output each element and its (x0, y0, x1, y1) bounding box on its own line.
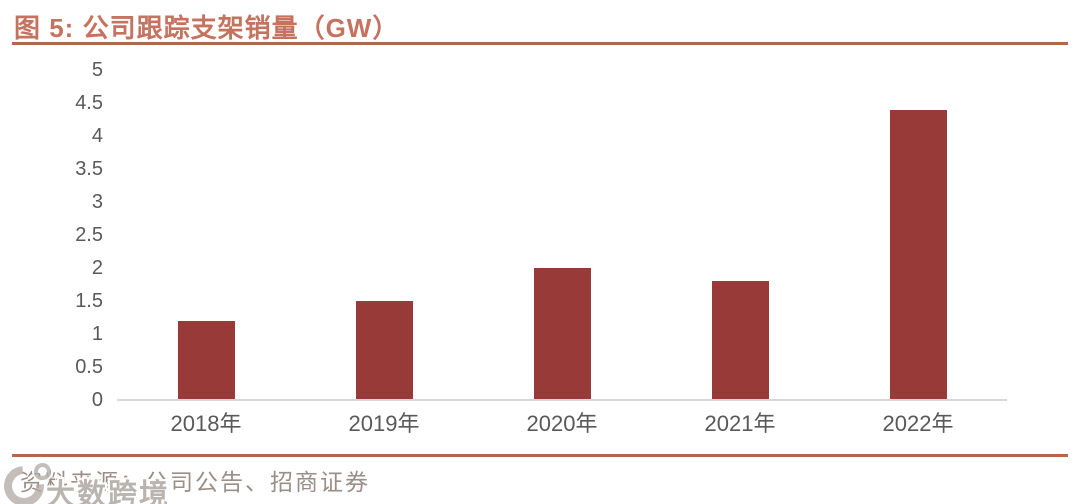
figure-title: 图 5: 公司跟踪支架销量（GW） (14, 13, 400, 43)
x-tick-label: 2019年 (348, 411, 420, 436)
bar (177, 320, 235, 400)
y-tick-label: 1.5 (75, 290, 103, 312)
x-axis-line (117, 399, 1007, 401)
source-note: 资料来源：公司公告、招商证券 (20, 469, 370, 495)
y-tick-label: 4.5 (75, 92, 103, 114)
x-tick-label: 2022年 (882, 411, 954, 436)
y-tick-label: 4 (91, 125, 103, 147)
x-tick-label: 2018年 (170, 411, 242, 436)
bar-series (117, 70, 1007, 400)
x-axis: 2018年 2019年 2020年 2021年 2022年 (117, 406, 1007, 438)
y-tick-label: 2 (91, 257, 103, 279)
bar-slot (829, 70, 1007, 400)
bar-slot (295, 70, 473, 400)
y-tick-label: 0 (91, 389, 103, 411)
title-underline-rule (12, 42, 1068, 45)
y-tick-label: 2.5 (75, 224, 103, 246)
bar (355, 301, 413, 400)
x-tick-label: 2020年 (526, 411, 598, 436)
y-tick-label: 3.5 (75, 158, 103, 180)
bar (711, 281, 769, 400)
watermark-text: 大数跨境 (46, 479, 171, 504)
y-tick-label: 0.5 (75, 356, 103, 378)
bar-slot (473, 70, 651, 400)
y-tick-label: 1 (91, 323, 103, 345)
watermark-dot-icon (34, 463, 51, 480)
plot-area (117, 70, 1007, 401)
x-tick-label: 2021年 (704, 411, 776, 436)
y-tick-label: 3 (91, 191, 103, 213)
footer-rule (12, 454, 1068, 457)
y-axis: 5 4.5 4 3.5 3 2.5 2 1.5 1 0.5 0 (30, 59, 103, 411)
bar (889, 109, 947, 400)
bar-slot (651, 70, 829, 400)
bar (533, 268, 591, 400)
y-tick-label: 5 (91, 59, 103, 81)
bar-slot (117, 70, 295, 400)
